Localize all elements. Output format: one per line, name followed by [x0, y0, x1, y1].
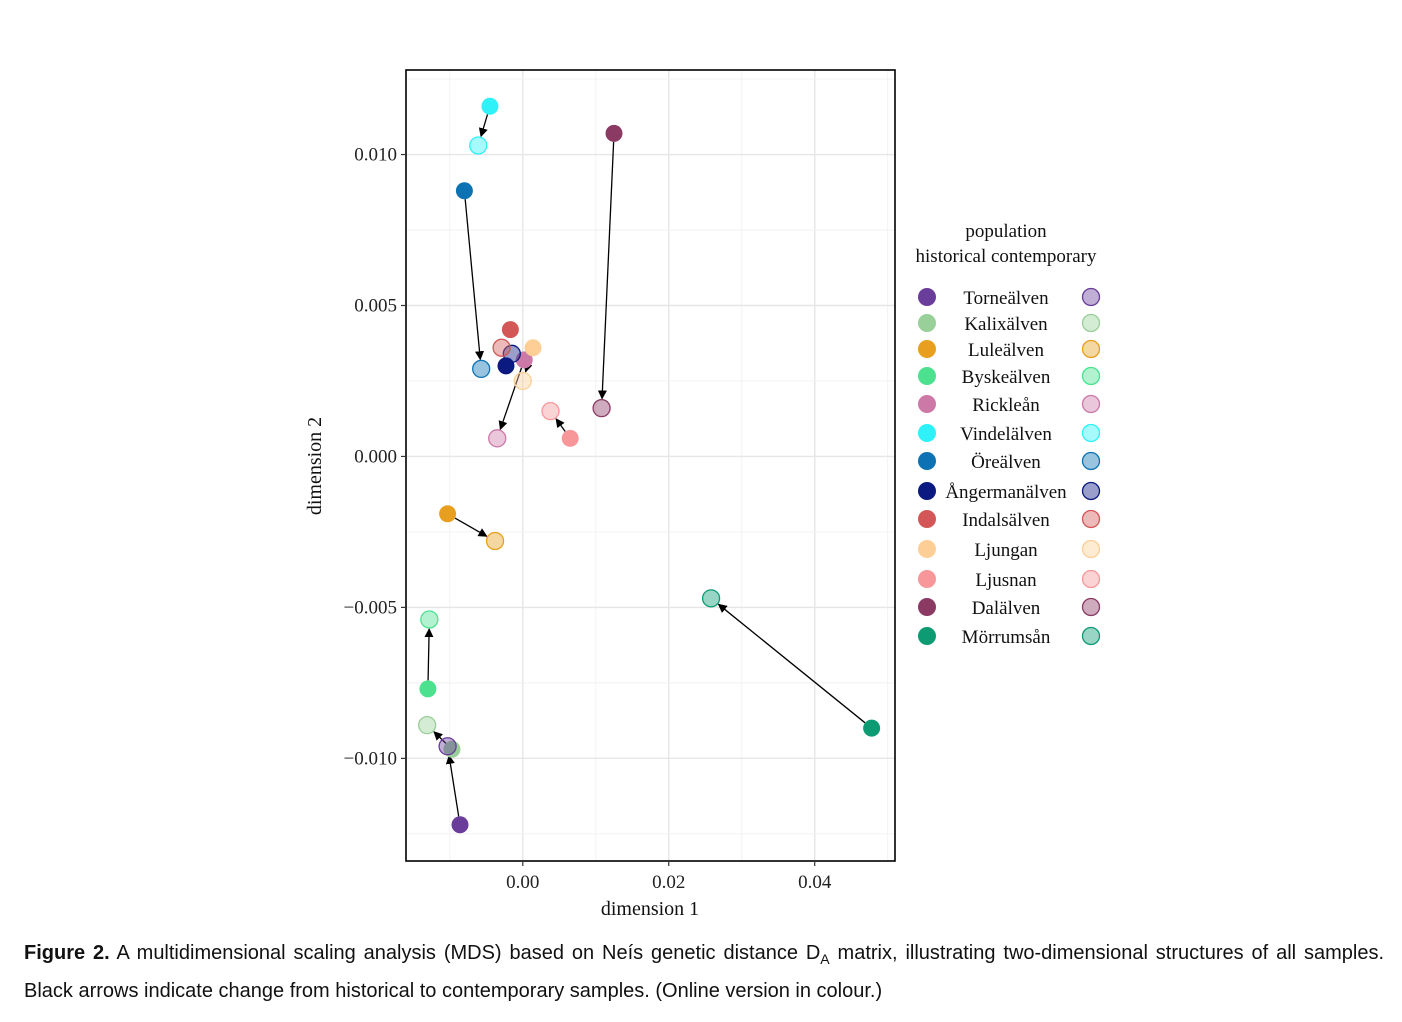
legend-historical-key [918, 340, 936, 358]
change-arrow [454, 517, 488, 537]
legend-historical-key [918, 424, 936, 442]
legend-label: Luleälven [968, 340, 1044, 361]
change-arrows [424, 114, 866, 817]
historical-point [451, 816, 469, 834]
legend-label: Ljungan [974, 540, 1038, 561]
y-tick-label: −0.005 [344, 597, 397, 618]
contemporary-point [502, 344, 521, 363]
figure-caption: Figure 2. A multidimensional scaling ana… [24, 937, 1384, 1007]
legend-contemporary-key [1081, 366, 1101, 386]
plot-frame [405, 69, 896, 862]
grid [406, 70, 895, 861]
change-arrow [498, 367, 523, 431]
legend-label: Kalixälven [964, 314, 1048, 335]
contemporary-point [438, 737, 457, 756]
contemporary-point [469, 136, 488, 155]
x-tick-label: 0.02 [652, 872, 685, 893]
caption-subscript: A [820, 951, 830, 967]
caption-label: Figure 2. [24, 942, 110, 964]
caption-text-after: matrix, illustrating two-dimensional str… [24, 942, 1385, 1002]
historical-point [481, 97, 499, 115]
legend-label: Byskeälven [962, 367, 1051, 388]
legend-historical-key [918, 510, 936, 528]
legend-historical-key [918, 482, 936, 500]
legend-historical-key [918, 570, 936, 588]
y-tick-label: 0.010 [354, 145, 397, 166]
change-arrow [717, 603, 866, 724]
legend-contemporary-key [1081, 569, 1101, 589]
data-points [418, 97, 881, 834]
legend-title: population [965, 221, 1047, 242]
legend-historical-key [918, 288, 936, 306]
legend-historical-key [918, 598, 936, 616]
contemporary-point [488, 429, 507, 448]
legend-label: Mörrumsån [962, 627, 1051, 648]
legend-label: Ångermanälven [945, 482, 1067, 503]
contemporary-point [541, 402, 560, 421]
historical-point [455, 182, 473, 200]
legend-historical-key [918, 395, 936, 413]
y-axis-title: dimension 2 [304, 417, 326, 515]
legend-label: Rickleån [972, 395, 1040, 416]
legend-label: Ljusnan [975, 570, 1037, 591]
legend-contemporary-key [1081, 481, 1101, 501]
historical-point [863, 719, 881, 737]
legend-label: Öreälven [971, 452, 1041, 473]
contemporary-point [701, 589, 721, 608]
legend-historical-key [918, 367, 936, 385]
historical-point [501, 321, 519, 339]
legend-contemporary-key [1081, 339, 1101, 359]
legend-contemporary-key [1081, 509, 1101, 529]
legend-contemporary-key [1081, 539, 1101, 559]
change-arrow [555, 418, 566, 432]
contemporary-point [472, 359, 491, 379]
legend-contemporary-key [1081, 313, 1101, 333]
legend-historical-key [918, 540, 936, 558]
change-arrow [478, 114, 489, 138]
contemporary-point [420, 610, 439, 629]
legend-historical-key [918, 452, 936, 470]
contemporary-point [418, 715, 437, 735]
change-arrow [597, 141, 615, 400]
historical-point [439, 505, 457, 523]
y-tick-label: −0.010 [344, 748, 397, 769]
change-arrow [445, 754, 460, 817]
y-tick-label: 0.005 [354, 295, 397, 316]
change-arrow [464, 199, 485, 361]
legend-contemporary-key [1081, 626, 1101, 646]
y-tick-label: 0.000 [354, 446, 397, 467]
historical-point [524, 339, 542, 357]
x-tick-label: 0.04 [798, 872, 832, 893]
axis-ticks: 0.00 0.02 0.04 −0.010 −0.005 0.000 0.005 0.010 [344, 145, 832, 893]
contemporary-point [513, 371, 532, 391]
legend-subtitle: historical contemporary [916, 246, 1097, 267]
legend-contemporary-key [1081, 394, 1101, 414]
legend-contemporary-key [1081, 423, 1101, 443]
historical-point [561, 429, 579, 447]
legend-historical-key [918, 314, 936, 332]
legend-label: Vindelälven [960, 424, 1052, 445]
x-axis-title: dimension 1 [601, 898, 699, 920]
legend-historical-key [918, 627, 936, 645]
caption-text: A multidimensional scaling analysis (MDS… [116, 942, 821, 964]
contemporary-point [592, 398, 611, 418]
contemporary-point [485, 531, 505, 551]
legend-contemporary-key [1081, 597, 1101, 617]
legend: population historical contemporary Torne… [916, 221, 1101, 648]
legend-contemporary-key [1081, 287, 1101, 307]
change-arrow [424, 628, 434, 681]
change-arrow [433, 731, 447, 744]
mds-chart: 0.00 0.02 0.04−0.010−0.0050.0000.0050.010 … [304, 69, 1101, 920]
x-tick-label: 0.00 [506, 872, 539, 893]
legend-contemporary-key [1081, 451, 1101, 471]
historical-point [605, 124, 623, 142]
legend-label: Torneälven [963, 288, 1049, 309]
legend-label: Dalälven [972, 598, 1041, 619]
legend-label: Indalsälven [962, 510, 1050, 531]
historical-point [419, 680, 437, 698]
contemporary-point [492, 338, 511, 357]
